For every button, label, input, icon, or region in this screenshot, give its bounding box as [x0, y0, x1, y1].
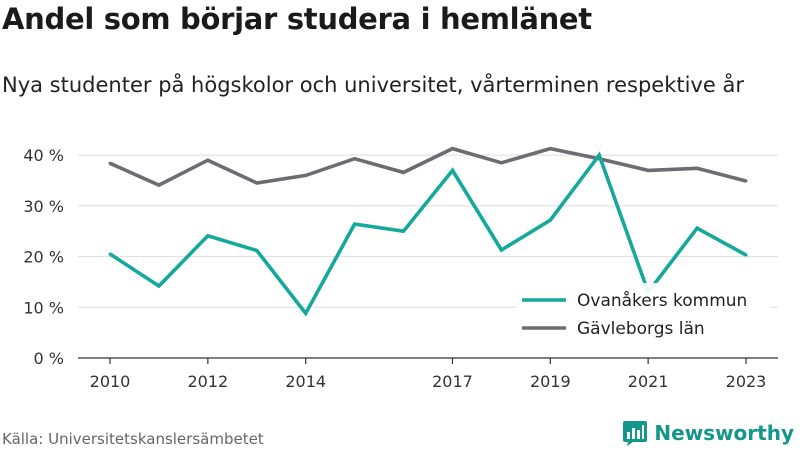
series-2-point	[744, 179, 748, 183]
x-tick-label: 2021	[628, 372, 669, 391]
series-2-point	[304, 173, 308, 177]
series-2-point	[695, 166, 699, 170]
y-tick-label: 30 %	[23, 197, 64, 216]
x-tick-label: 2023	[726, 372, 767, 391]
series-2-point	[353, 157, 357, 161]
series-1-point	[206, 234, 210, 238]
series-1-point	[695, 226, 699, 230]
series-2-point	[157, 183, 161, 187]
source-note: Källa: Universitetskanslersämbetet	[2, 430, 264, 448]
series-2-point	[206, 158, 210, 162]
x-tick-label: 2017	[432, 372, 473, 391]
legend: Ovanåkers kommun Gävleborgs län	[516, 283, 770, 343]
chart-title: Andel som börjar studera i hemlänet	[2, 2, 592, 36]
y-tick-label: 0 %	[34, 349, 64, 368]
axes: 0 % 10 % 20 % 30 % 40 % 2010 2012 2014 2017 2019 2…	[23, 146, 778, 391]
y-tick-label: 20 %	[23, 248, 64, 267]
series-2-point	[499, 161, 503, 165]
series-1-point	[402, 229, 406, 233]
legend-label-2: Gävleborgs län	[577, 319, 705, 339]
series-1-point	[548, 218, 552, 222]
x-tick-label: 2010	[90, 372, 131, 391]
series-1-point	[499, 248, 503, 252]
chart-subtitle: Nya studenter på högskolor och universit…	[2, 73, 744, 97]
series-1-point	[304, 311, 308, 315]
data-series	[108, 146, 748, 317]
series-1-point	[353, 222, 357, 226]
series-1-point	[108, 252, 112, 256]
brand-name: Newsworthy	[654, 421, 794, 445]
series-1-point	[744, 253, 748, 257]
series-1-point	[157, 284, 161, 288]
brand-logo: Newsworthy	[622, 417, 794, 449]
series-1-point	[255, 248, 259, 252]
series-2-point	[108, 161, 112, 165]
series-1-point	[597, 153, 601, 157]
series-line-1	[109, 151, 747, 317]
series-2-point	[450, 147, 454, 151]
x-tick-label: 2019	[530, 372, 571, 391]
series-2-point	[646, 168, 650, 172]
series-2-point	[255, 181, 259, 185]
y-tick-label: 40 %	[23, 146, 64, 165]
y-tick-label: 10 %	[23, 298, 64, 317]
x-tick-label: 2012	[187, 372, 228, 391]
series-2-point	[402, 170, 406, 174]
series-2-point	[548, 147, 552, 151]
series-1-point	[450, 168, 454, 172]
x-tick-label: 2014	[285, 372, 326, 391]
bar-chart-speech-bubble-icon	[623, 421, 648, 446]
legend-background	[516, 283, 770, 343]
series-line-2	[109, 146, 747, 188]
legend-label-1: Ovanåkers kommun	[577, 290, 747, 311]
